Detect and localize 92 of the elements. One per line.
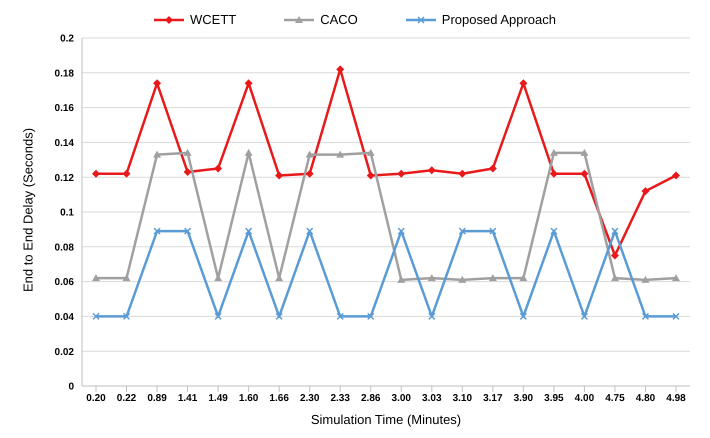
point [397,276,406,283]
point [244,148,253,156]
point [153,150,162,158]
point [397,170,406,178]
point [153,227,161,235]
point [306,227,314,235]
point [92,274,100,282]
point [488,164,497,172]
y-tick-label: 0 [68,382,74,393]
point [275,171,284,180]
x-tick-label: 4.98 [666,393,686,404]
y-tick-label: 0.02 [54,346,74,358]
y-axis-title: End to End Delay (Seconds) [20,128,36,292]
x-tick-label: 0.20 [86,393,106,404]
y-tick-label: 0.04 [54,312,74,323]
x-tick-label: 2.86 [361,393,381,404]
point [398,227,406,235]
point [488,274,497,282]
point [428,274,436,282]
x-tick-label: 4.00 [574,393,595,404]
y-tick-label: 0.18 [54,68,74,80]
x-tick-label: 1.66 [269,393,290,404]
point [153,79,162,88]
x-tick-label: 2.30 [300,393,320,404]
point [366,312,374,320]
point [519,79,528,88]
y-tick-label: 0.14 [54,138,74,149]
point [122,312,130,320]
point [610,252,619,260]
point [366,148,375,156]
point [244,227,252,235]
point [672,171,680,180]
point [244,79,253,88]
x-axis-title: Simulation Time (Minutes) [310,412,462,427]
point [366,171,375,180]
point [184,168,192,176]
point [550,148,558,156]
point [642,312,650,320]
x-tick-label: 1.60 [238,393,259,404]
point [214,164,222,172]
legend-label: WCETT [189,12,236,27]
y-tick-label: 0.2 [60,34,74,45]
point [336,312,344,320]
point [428,312,436,320]
point [184,227,192,235]
point [580,148,588,156]
point [275,312,283,320]
point [641,276,650,283]
point [550,227,558,235]
y-tick-label: 0.1 [60,208,74,219]
x-tick-label: 3.95 [544,393,564,404]
x-tick-label: 2.33 [330,393,350,404]
point [580,312,588,320]
point [306,150,314,158]
point [611,227,619,235]
point [428,166,436,174]
point [458,170,466,178]
x-tick-label: 3.03 [422,393,442,404]
point [336,150,344,158]
x-tick-label: 3.00 [392,393,412,404]
point [672,312,680,320]
y-tick-label: 0.12 [54,172,74,184]
point [122,274,131,282]
point [458,227,466,235]
legend-label: CACO [319,12,358,27]
point [214,312,222,320]
point [550,170,558,178]
x-tick-label: 3.10 [452,393,472,404]
point [519,274,528,282]
y-tick-label: 0.16 [54,103,74,114]
y-tick-label: 0.08 [54,242,74,254]
x-tick-label: 3.17 [483,393,504,404]
point [641,187,650,196]
point [122,170,131,178]
x-tick-label: 4.75 [605,393,626,404]
legend-label: Proposed Approach [440,12,556,27]
point [520,312,528,320]
point [92,312,100,320]
x-tick-label: 3.90 [514,393,534,404]
point [458,276,466,283]
x-tick-label: 4.80 [636,393,656,404]
point [672,274,680,282]
x-tick-label: 0.22 [116,393,137,404]
point [489,227,497,235]
point [610,274,619,282]
x-tick-label: 1.41 [178,393,198,404]
point [306,170,314,178]
point [92,170,100,178]
x-tick-label: 0.89 [147,393,168,404]
y-tick-label: 0.06 [54,277,74,288]
point [184,148,192,156]
x-tick-label: 1.49 [208,393,228,404]
